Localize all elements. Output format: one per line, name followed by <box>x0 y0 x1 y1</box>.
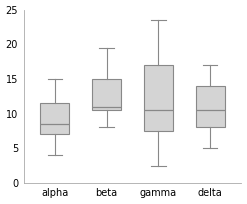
PathPatch shape <box>92 79 121 110</box>
PathPatch shape <box>196 86 225 128</box>
PathPatch shape <box>144 65 173 131</box>
PathPatch shape <box>41 103 69 134</box>
